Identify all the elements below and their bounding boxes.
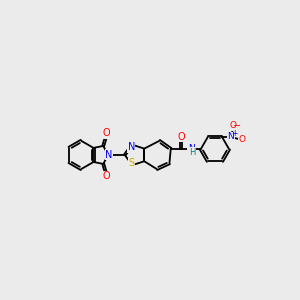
Text: H: H [189, 148, 196, 157]
Text: +: + [231, 129, 238, 138]
Text: N: N [227, 132, 234, 141]
Text: O: O [102, 128, 110, 138]
Text: N: N [106, 150, 113, 160]
Text: N: N [128, 142, 135, 152]
Text: O: O [230, 122, 237, 130]
Text: −: − [233, 121, 242, 131]
Text: O: O [238, 135, 245, 144]
Text: N: N [188, 144, 194, 153]
Text: S: S [128, 158, 134, 168]
Text: O: O [177, 131, 185, 142]
Text: O: O [102, 172, 110, 182]
